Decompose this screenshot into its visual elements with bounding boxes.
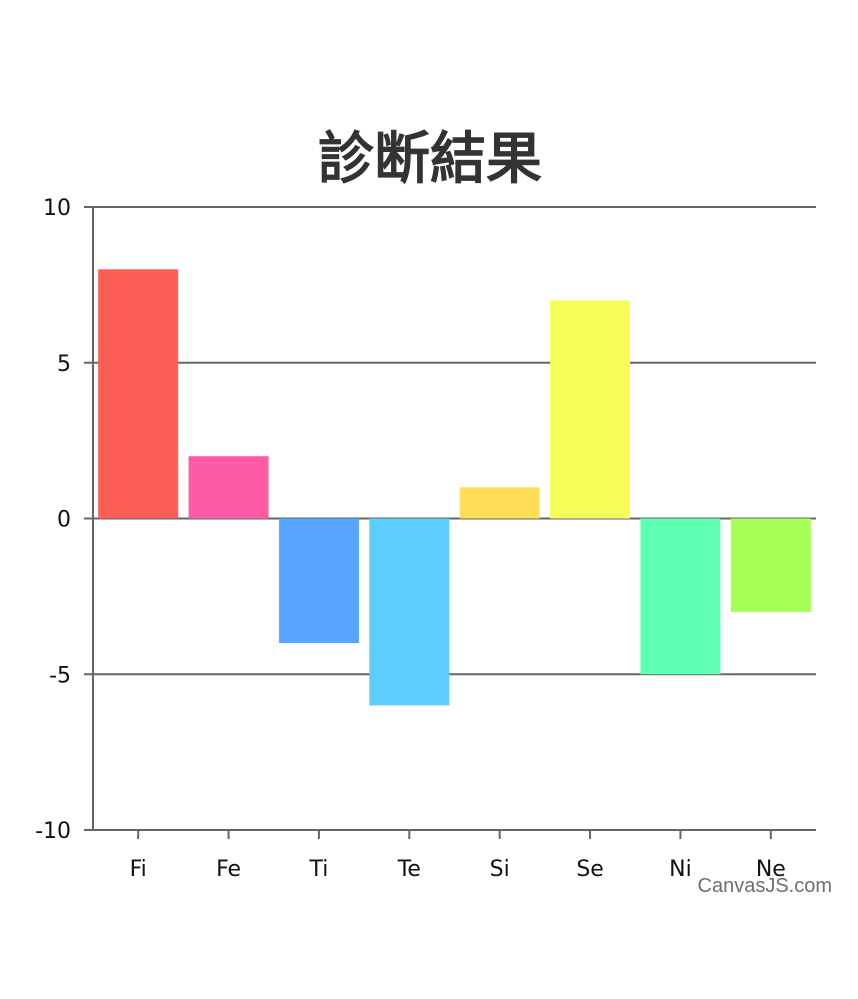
x-tick-label: Se	[576, 857, 604, 882]
y-tick-label: -5	[49, 663, 71, 688]
x-tick-label: Fe	[216, 857, 241, 882]
x-axis-ticks: Fi Fe Ti Te Si Se Ni Ne	[130, 830, 786, 882]
bar-ti[interactable]	[278, 518, 359, 644]
x-tick-label: Ne	[756, 857, 786, 882]
bar-te[interactable]	[369, 518, 450, 706]
y-tick-label: 0	[57, 508, 71, 533]
x-tick-label: Ti	[309, 857, 329, 882]
bars	[98, 269, 811, 706]
x-tick-label: Fi	[130, 857, 147, 882]
bar-si[interactable]	[459, 487, 540, 519]
bar-ni[interactable]	[640, 518, 721, 675]
chart-title: 診断結果	[318, 127, 542, 192]
y-tick-label: 10	[43, 196, 71, 221]
x-tick-label: Te	[397, 857, 421, 882]
bar-fe[interactable]	[188, 456, 269, 519]
canvasjs-credit[interactable]: CanvasJS.com	[698, 875, 833, 897]
bar-ne[interactable]	[730, 518, 811, 612]
y-tick-label: 5	[57, 352, 71, 377]
x-tick-label: Ni	[669, 857, 692, 882]
y-axis-ticks: 10 5 0 -5 -10	[35, 196, 93, 844]
bar-fi[interactable]	[98, 269, 179, 519]
bar-se[interactable]	[550, 300, 631, 519]
x-tick-label: Si	[490, 857, 510, 882]
y-tick-label: -10	[35, 819, 71, 844]
